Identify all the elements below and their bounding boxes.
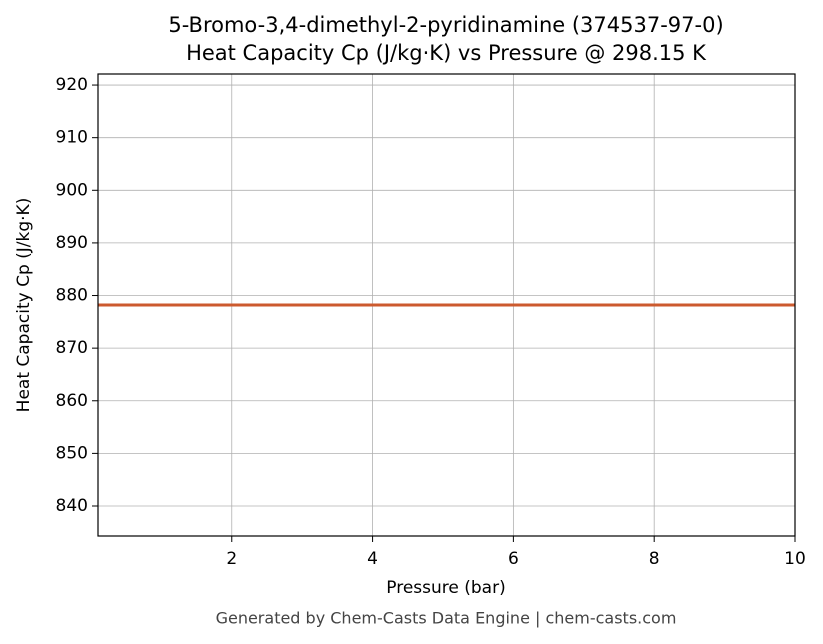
x-tick-label: 10 bbox=[784, 549, 806, 569]
y-tick-label: 850 bbox=[56, 443, 88, 463]
x-tick-label: 2 bbox=[226, 549, 237, 569]
footer: Generated by Chem-Casts Data Engine | ch… bbox=[216, 609, 677, 628]
chart-title: 5-Bromo-3,4-dimethyl-2-pyridinamine (374… bbox=[168, 13, 723, 37]
y-tick-label: 890 bbox=[56, 233, 88, 253]
x-tick-label: 6 bbox=[508, 549, 519, 569]
y-tick-label: 900 bbox=[56, 180, 88, 200]
y-axis-label: Heat Capacity Cp (J/kg·K) bbox=[14, 198, 34, 413]
x-axis-label: Pressure (bar) bbox=[386, 578, 505, 598]
y-tick-label: 860 bbox=[56, 391, 88, 411]
plot-frame bbox=[97, 73, 796, 537]
chart-subtitle: Heat Capacity Cp (J/kg·K) vs Pressure @ … bbox=[186, 41, 707, 65]
y-tick-label: 880 bbox=[56, 286, 88, 306]
x-tick-label: 4 bbox=[367, 549, 378, 569]
x-tick-label: 8 bbox=[649, 549, 660, 569]
y-tick-label: 840 bbox=[56, 496, 88, 516]
y-tick-label: 870 bbox=[56, 338, 88, 358]
y-tick-label: 920 bbox=[56, 75, 88, 95]
y-tick-label: 910 bbox=[56, 128, 88, 148]
